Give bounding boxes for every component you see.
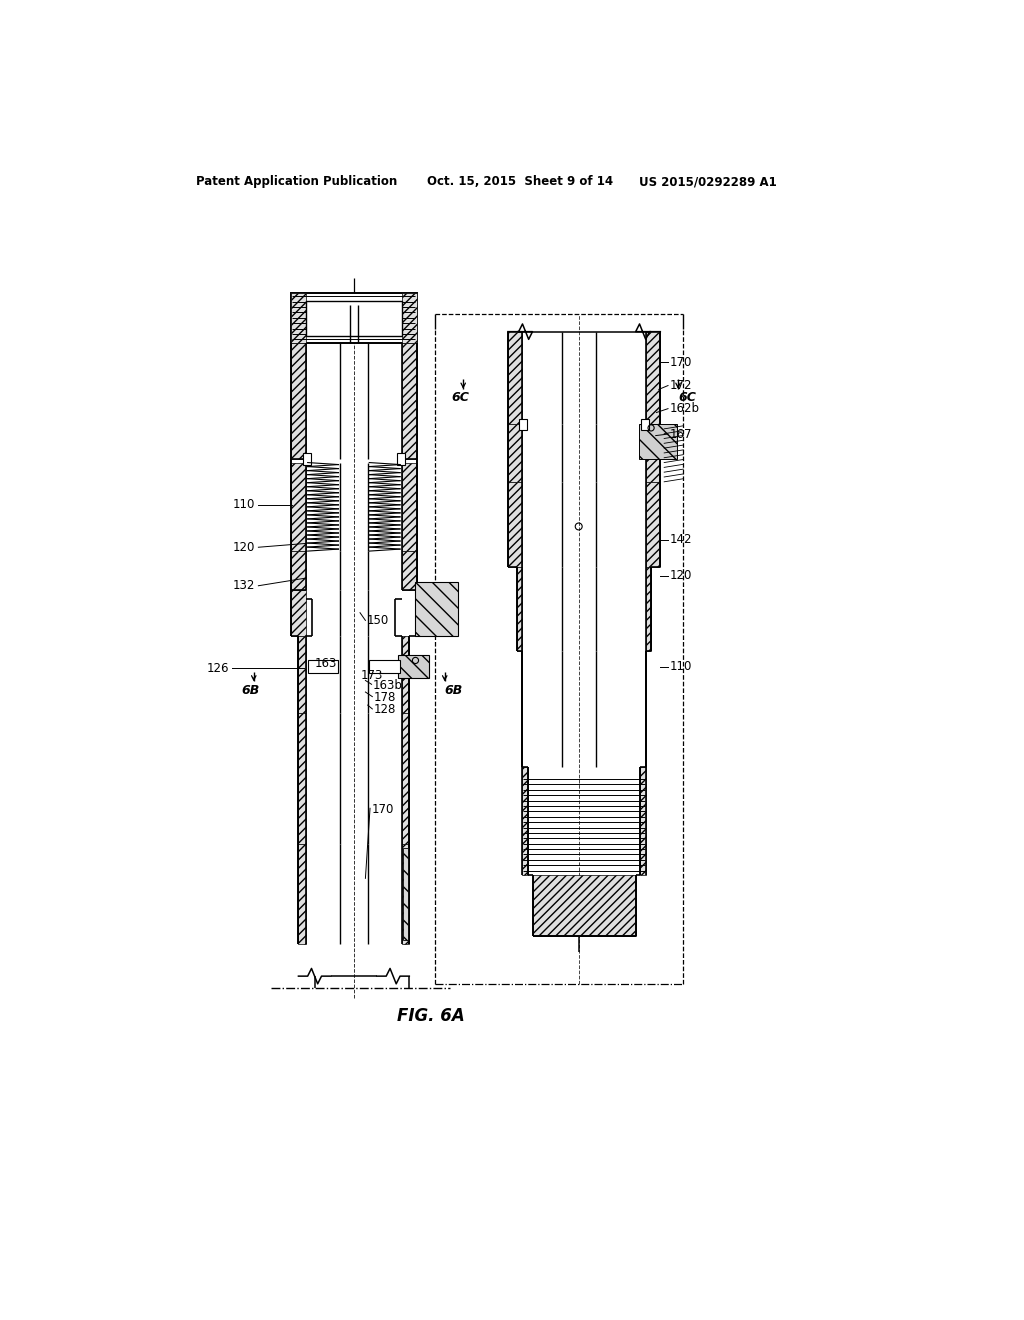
Text: 120: 120 xyxy=(232,541,255,554)
Text: 126: 126 xyxy=(207,661,229,675)
Bar xyxy=(307,660,339,673)
Bar xyxy=(401,293,417,343)
Bar xyxy=(403,847,408,940)
Bar xyxy=(401,713,410,843)
Text: 167: 167 xyxy=(670,428,692,441)
Bar xyxy=(401,552,417,590)
Bar xyxy=(291,552,306,590)
Bar xyxy=(521,767,528,875)
Bar xyxy=(508,331,521,424)
Bar xyxy=(639,424,677,459)
Bar xyxy=(646,424,660,482)
Bar xyxy=(291,293,306,343)
Bar xyxy=(298,713,306,843)
Text: 110: 110 xyxy=(232,499,255,511)
Text: 132: 132 xyxy=(232,579,255,593)
Text: 128: 128 xyxy=(374,704,396,717)
Bar xyxy=(298,843,306,944)
Text: 6C: 6C xyxy=(678,391,696,404)
Bar xyxy=(646,482,660,566)
Bar xyxy=(291,462,306,552)
Bar xyxy=(401,636,410,713)
Bar xyxy=(646,566,651,651)
Bar xyxy=(370,660,400,673)
Text: 6C: 6C xyxy=(452,391,469,404)
Bar xyxy=(508,424,521,482)
Text: US 2015/0292289 A1: US 2015/0292289 A1 xyxy=(639,176,776,189)
Bar xyxy=(646,331,660,424)
Bar xyxy=(517,566,521,651)
Text: 173: 173 xyxy=(360,669,383,682)
Text: 170: 170 xyxy=(372,803,394,816)
Text: Patent Application Publication: Patent Application Publication xyxy=(196,176,397,189)
Text: 6B: 6B xyxy=(444,684,463,697)
Text: 6B: 6B xyxy=(242,684,260,697)
Text: 178: 178 xyxy=(374,690,396,704)
Bar xyxy=(291,293,417,343)
Bar xyxy=(640,767,646,875)
Bar xyxy=(298,636,306,713)
Bar xyxy=(291,343,306,459)
Text: 142: 142 xyxy=(670,533,692,546)
Bar xyxy=(303,453,310,465)
Text: 163: 163 xyxy=(315,656,337,669)
Bar xyxy=(401,343,417,459)
Bar xyxy=(508,482,521,566)
Bar xyxy=(306,301,401,335)
Text: 120: 120 xyxy=(670,569,692,582)
Bar xyxy=(397,655,429,678)
Bar xyxy=(401,462,417,552)
Text: Oct. 15, 2015  Sheet 9 of 14: Oct. 15, 2015 Sheet 9 of 14 xyxy=(427,176,613,189)
Text: 162b: 162b xyxy=(670,403,699,416)
Text: 150: 150 xyxy=(367,614,389,627)
Bar xyxy=(401,843,410,944)
Text: FIG. 6A: FIG. 6A xyxy=(397,1007,465,1024)
Bar xyxy=(532,874,636,936)
Bar xyxy=(416,582,458,636)
Bar xyxy=(397,453,404,465)
Bar xyxy=(519,420,527,430)
Bar xyxy=(291,590,306,636)
Text: 172: 172 xyxy=(670,379,692,392)
Bar xyxy=(641,420,649,430)
Text: 163b: 163b xyxy=(373,678,403,692)
Text: 110: 110 xyxy=(670,660,692,673)
Text: 170: 170 xyxy=(670,356,692,370)
